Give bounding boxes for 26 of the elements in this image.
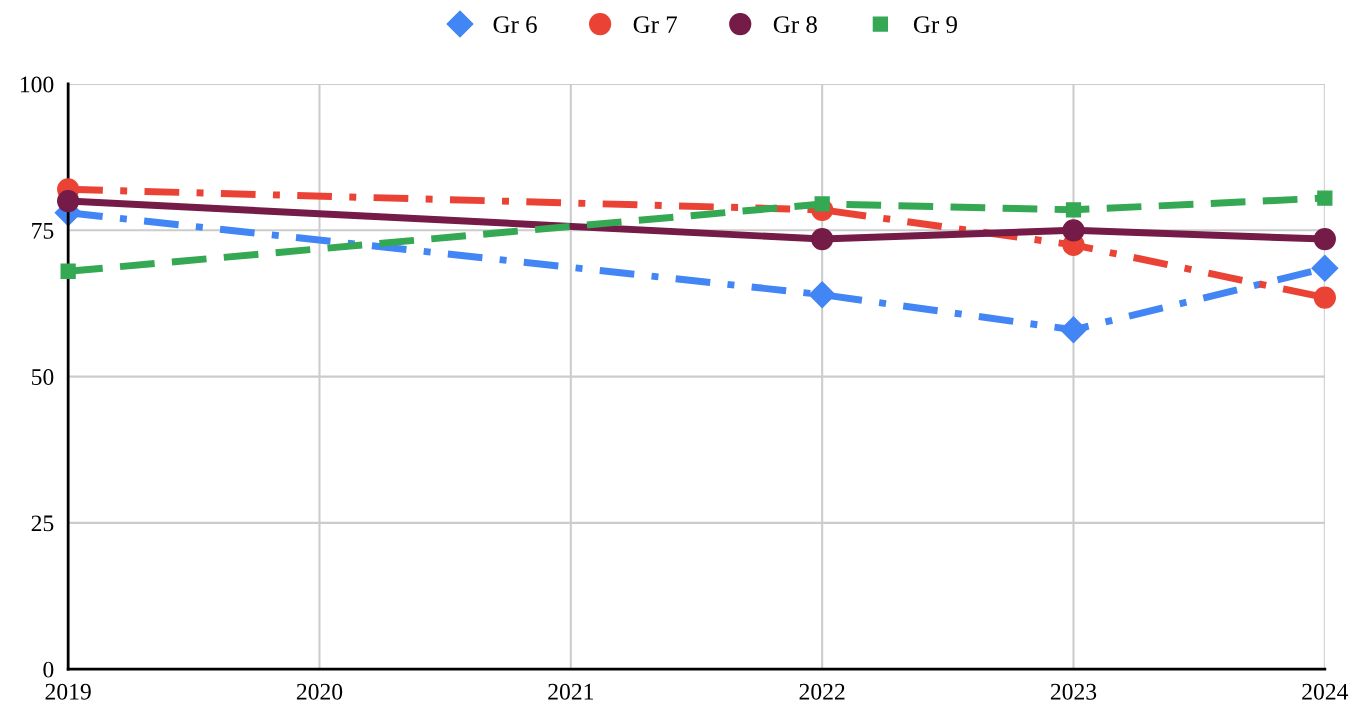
point <box>1313 227 1336 251</box>
x-tick-label: 2023 <box>1050 683 1097 700</box>
point <box>1062 219 1085 242</box>
y-tick-label: 75 <box>32 223 54 239</box>
y-tick-label: 25 <box>31 515 54 532</box>
x-tick-label: 2021 <box>548 683 594 700</box>
point <box>1065 202 1082 218</box>
y-tick-label: 50 <box>32 369 54 386</box>
point <box>1317 190 1333 206</box>
legend-label: Gr 9 <box>913 16 957 34</box>
x-tick-label: 2022 <box>799 683 845 700</box>
x-tick-label: 2024 <box>1302 683 1349 700</box>
x-tick-label: 2019 <box>45 683 91 700</box>
point <box>811 227 834 251</box>
legend-label: Gr 7 <box>633 16 678 34</box>
point <box>1311 254 1339 282</box>
point <box>1313 286 1336 309</box>
x-tick-label: 2020 <box>296 683 343 700</box>
point <box>1060 316 1087 344</box>
point <box>808 281 836 309</box>
y-tick-label: 100 <box>20 76 54 93</box>
point <box>57 189 80 213</box>
point <box>60 263 76 279</box>
legend-label: Gr 6 <box>493 16 537 34</box>
y-tick-label: 0 <box>43 661 54 678</box>
legend-label: Gr 8 <box>773 16 817 34</box>
